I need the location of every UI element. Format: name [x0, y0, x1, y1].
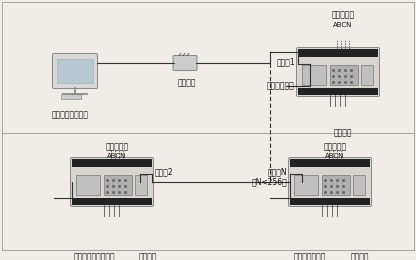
Bar — [353, 175, 365, 195]
Text: 探测器2: 探测器2 — [155, 167, 173, 177]
Text: 探测器N
（N<256）: 探测器N （N<256） — [251, 167, 287, 187]
Bar — [61, 94, 81, 99]
Bar — [361, 65, 373, 85]
Text: 主输电线路: 主输电线路 — [332, 10, 354, 19]
Text: 主输电线路: 主输电线路 — [105, 142, 129, 151]
Bar — [57, 59, 93, 83]
Text: 不同类型探测器信号: 不同类型探测器信号 — [73, 252, 115, 260]
Bar — [72, 198, 152, 205]
Text: ABCN: ABCN — [325, 153, 345, 159]
Text: 外部数字量信号: 外部数字量信号 — [294, 252, 326, 260]
Bar — [294, 175, 318, 195]
Text: 保护线路: 保护线路 — [139, 252, 157, 260]
Text: 保护线路: 保护线路 — [351, 252, 369, 260]
Bar — [72, 159, 152, 167]
Bar — [322, 175, 350, 195]
Text: 消防联动信号: 消防联动信号 — [266, 81, 294, 90]
Bar — [135, 175, 147, 195]
Text: 保护线路: 保护线路 — [334, 128, 352, 137]
Bar — [298, 88, 378, 95]
FancyBboxPatch shape — [52, 54, 97, 88]
Text: ABCN: ABCN — [107, 153, 127, 159]
Bar — [104, 175, 132, 195]
Bar — [290, 159, 370, 167]
Text: 主输电线路: 主输电线路 — [323, 142, 347, 151]
Bar — [290, 198, 370, 205]
FancyBboxPatch shape — [289, 158, 371, 206]
FancyBboxPatch shape — [173, 55, 197, 70]
Bar — [298, 49, 378, 57]
Text: 探测器1: 探测器1 — [276, 57, 295, 67]
FancyBboxPatch shape — [297, 48, 379, 96]
Text: ABCN: ABCN — [333, 22, 353, 28]
FancyBboxPatch shape — [70, 158, 154, 206]
Text: 电气火灾监控设备: 电气火灾监控设备 — [52, 110, 89, 119]
Bar — [76, 175, 100, 195]
Bar — [330, 65, 358, 85]
Text: 线路转换: 线路转换 — [178, 78, 196, 87]
Bar — [302, 65, 326, 85]
